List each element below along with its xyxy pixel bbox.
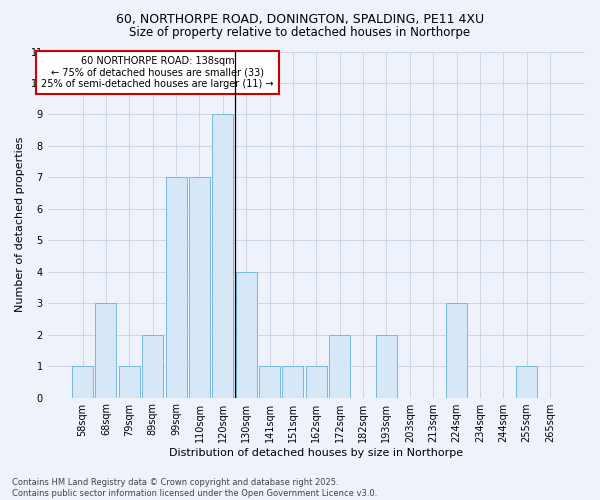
Bar [329, 334, 350, 398]
Y-axis label: Number of detached properties: Number of detached properties [15, 137, 25, 312]
X-axis label: Distribution of detached houses by size in Northorpe: Distribution of detached houses by size … [169, 448, 463, 458]
Bar [446, 303, 467, 398]
Text: 60, NORTHORPE ROAD, DONINGTON, SPALDING, PE11 4XU: 60, NORTHORPE ROAD, DONINGTON, SPALDING,… [116, 12, 484, 26]
Bar [142, 334, 163, 398]
Bar [95, 303, 116, 398]
Bar [306, 366, 327, 398]
Text: Contains HM Land Registry data © Crown copyright and database right 2025.
Contai: Contains HM Land Registry data © Crown c… [12, 478, 377, 498]
Bar [189, 178, 210, 398]
Bar [259, 366, 280, 398]
Text: 60 NORTHORPE ROAD: 138sqm
← 75% of detached houses are smaller (33)
25% of semi-: 60 NORTHORPE ROAD: 138sqm ← 75% of detac… [41, 56, 274, 90]
Bar [212, 114, 233, 398]
Bar [283, 366, 304, 398]
Bar [166, 178, 187, 398]
Text: Size of property relative to detached houses in Northorpe: Size of property relative to detached ho… [130, 26, 470, 39]
Bar [119, 366, 140, 398]
Bar [376, 334, 397, 398]
Bar [516, 366, 537, 398]
Bar [236, 272, 257, 398]
Bar [72, 366, 93, 398]
